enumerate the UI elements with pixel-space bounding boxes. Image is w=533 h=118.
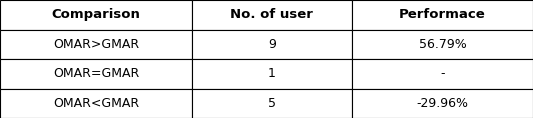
Bar xyxy=(0,0,192,30)
Bar xyxy=(192,88,352,118)
Text: OMAR<GMAR: OMAR<GMAR xyxy=(53,97,139,110)
Text: Performace: Performace xyxy=(399,8,486,21)
Text: -29.96%: -29.96% xyxy=(416,97,469,110)
Text: OMAR=GMAR: OMAR=GMAR xyxy=(53,67,139,80)
Bar xyxy=(352,0,533,30)
Bar xyxy=(0,88,192,118)
Bar xyxy=(192,59,352,88)
Bar xyxy=(0,30,192,59)
Text: 56.79%: 56.79% xyxy=(418,38,466,51)
Text: OMAR>GMAR: OMAR>GMAR xyxy=(53,38,139,51)
Text: Comparison: Comparison xyxy=(52,8,140,21)
Bar xyxy=(352,30,533,59)
Text: 9: 9 xyxy=(268,38,276,51)
Text: 5: 5 xyxy=(268,97,276,110)
Bar xyxy=(192,0,352,30)
Bar xyxy=(352,59,533,88)
Text: 1: 1 xyxy=(268,67,276,80)
Text: -: - xyxy=(440,67,445,80)
Bar xyxy=(352,88,533,118)
Bar xyxy=(0,59,192,88)
Text: No. of user: No. of user xyxy=(230,8,313,21)
Bar xyxy=(192,30,352,59)
